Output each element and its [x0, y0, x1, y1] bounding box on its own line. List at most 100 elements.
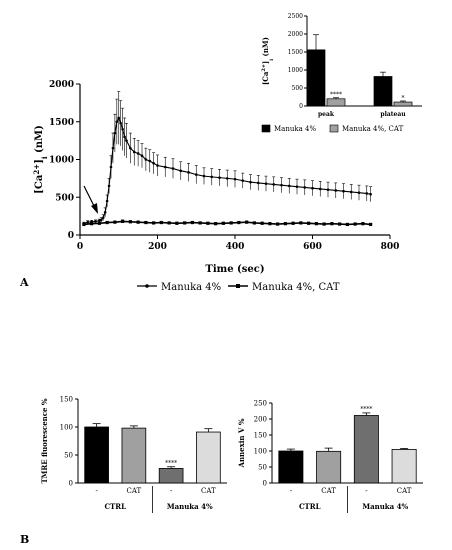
- data-point: [128, 220, 132, 224]
- data-point: [252, 221, 256, 225]
- legend-label: Manuka 4%: [161, 282, 221, 293]
- data-point: [311, 186, 314, 190]
- data-point: [198, 221, 202, 225]
- data-point: [206, 221, 210, 225]
- data-point: [369, 192, 372, 196]
- data-point: [144, 220, 148, 225]
- data-point: [190, 220, 194, 225]
- legend-swatch: [329, 124, 339, 133]
- data-point: [100, 218, 103, 222]
- group-label: Manuka 4%: [167, 502, 213, 511]
- tmre-bar-chart: 0 50 100 150 TMRE fluorescence % - CAT **** - CAT…: [40, 396, 227, 513]
- data-point: [117, 116, 121, 120]
- data-point: [113, 220, 117, 224]
- y-tick-label: 2500: [288, 13, 303, 20]
- data-point: [101, 216, 105, 219]
- data-point: [136, 152, 140, 155]
- x-tick-label: 400: [226, 242, 245, 252]
- category-label: plateau: [380, 111, 406, 118]
- x-axis-label: Time (sec): [205, 264, 264, 275]
- y-tick-label: 0: [263, 480, 267, 488]
- data-point: [264, 182, 268, 185]
- y-tick-label: 1500: [288, 49, 303, 56]
- ylabel-part: [Ca: [34, 174, 45, 194]
- bar: [158, 468, 184, 484]
- data-point: [345, 222, 349, 227]
- legend-marker: [145, 284, 149, 288]
- legend-swatch: [261, 124, 271, 133]
- legend-label: Manuka 4%, CAT: [252, 282, 340, 293]
- data-point: [187, 171, 190, 174]
- series-line: [83, 220, 371, 226]
- data-point: [214, 222, 218, 226]
- data-point: [280, 183, 283, 187]
- panel-label-b: B: [20, 533, 29, 546]
- series-1: [82, 219, 373, 227]
- category-label: peak: [318, 111, 335, 118]
- data-point: [202, 174, 206, 178]
- data-point: [105, 199, 109, 203]
- data-point: [107, 184, 111, 188]
- data-point: [123, 135, 126, 139]
- legend-marker: [236, 284, 240, 288]
- y-tick-label: 1500: [49, 118, 74, 128]
- data-point: [365, 192, 369, 195]
- bar: [278, 450, 304, 484]
- y-tick-label: 100: [254, 448, 267, 456]
- bar: [393, 101, 413, 107]
- data-point: [109, 165, 113, 169]
- data-point: [361, 222, 365, 226]
- category-label: CAT: [321, 487, 336, 495]
- data-point: [121, 219, 125, 224]
- ylabel-part: (nM): [261, 37, 270, 59]
- data-point: [318, 187, 322, 191]
- bar: [353, 415, 379, 484]
- group-label: CTRL: [299, 502, 321, 511]
- series-0: [82, 91, 373, 226]
- data-point: [140, 154, 144, 158]
- data-point: [121, 128, 124, 131]
- legend: Manuka 4% Manuka 4%, CAT: [137, 282, 340, 293]
- data-point: [326, 188, 330, 191]
- data-point: [82, 222, 86, 227]
- data-point: [291, 221, 295, 225]
- data-point: [144, 158, 148, 161]
- y-tick-label: 50: [64, 452, 73, 460]
- bar: [196, 431, 221, 484]
- y-tick-label: 0: [68, 231, 74, 241]
- bar: [84, 426, 109, 484]
- significance-marker: *: [402, 95, 405, 102]
- bar: [306, 49, 326, 107]
- data-point: [260, 221, 264, 225]
- ylabel-part: 2+: [261, 64, 267, 72]
- data-point: [268, 222, 272, 226]
- panel-label-a: A: [19, 276, 29, 289]
- data-point: [369, 222, 373, 227]
- y-axis-label: [Ca2+]i (nM): [32, 125, 49, 194]
- data-point: [237, 220, 241, 225]
- data-point: [349, 190, 353, 194]
- data-point: [245, 220, 249, 224]
- y-tick-label: 200: [254, 416, 267, 424]
- bar: [316, 450, 342, 484]
- ylabel-part: (nM): [34, 125, 45, 156]
- bar: [121, 427, 147, 484]
- data-point: [272, 183, 276, 186]
- x-tick-label: 200: [148, 242, 167, 252]
- group-label: Manuka 4%: [362, 502, 408, 511]
- data-point: [97, 221, 101, 225]
- data-point: [283, 222, 287, 226]
- y-tick-label: 50: [258, 464, 267, 472]
- bar: [391, 448, 417, 484]
- legend-label: Manuka 4%: [274, 125, 316, 133]
- y-tick-label: 2000: [288, 31, 303, 38]
- ylabel-part: i: [269, 59, 275, 61]
- ylabel-part: ]: [34, 159, 45, 164]
- category-label: CAT: [397, 487, 412, 495]
- data-point: [115, 120, 119, 124]
- data-point: [210, 175, 214, 179]
- data-point: [194, 173, 198, 176]
- bar: [326, 98, 346, 107]
- y-tick-label: 250: [254, 400, 267, 408]
- data-point: [256, 181, 260, 185]
